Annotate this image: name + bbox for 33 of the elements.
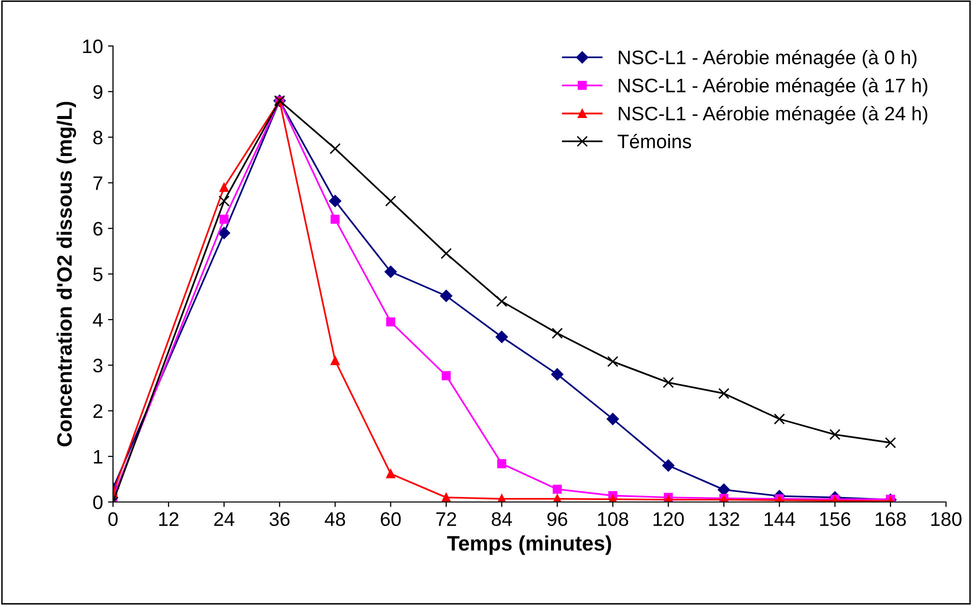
y-tick-label: 7 — [93, 176, 102, 190]
y-tick-label: 10 — [83, 39, 103, 54]
x-tick-label: 180 — [931, 512, 962, 526]
y-tick-label: 0 — [93, 495, 103, 510]
y-tick-label: 9 — [93, 85, 102, 99]
legend-label: NSC-L1 - Aérobie ménagée (à 24 h) — [618, 106, 928, 124]
x-tick-label: 132 — [709, 512, 740, 526]
x-tick-label: 36 — [270, 512, 290, 526]
y-tick-label: 3 — [93, 358, 102, 372]
x-tick-label: 60 — [380, 512, 401, 526]
legend-label: NSC-L1 - Aérobie ménagée (à 17 h) — [618, 78, 928, 96]
x-tick-label: 84 — [492, 512, 512, 526]
x-tick-label: 72 — [436, 512, 456, 526]
legend-label: Témoins — [618, 134, 692, 148]
x-axis-title: Temps (minutes) — [447, 535, 612, 555]
x-tick-label: 96 — [547, 512, 568, 526]
y-tick-label: 8 — [93, 130, 102, 144]
x-tick-label: 108 — [598, 512, 628, 526]
x-tick-label: 24 — [214, 512, 234, 526]
y-tick-label: 1 — [94, 450, 102, 464]
legend-label: NSC-L1 - Aérobie ménagée (à 0 h) — [618, 50, 916, 68]
y-tick-label: 4 — [92, 313, 103, 327]
x-tick-label: 48 — [324, 512, 346, 526]
x-tick-label: 144 — [764, 512, 796, 526]
x-tick-label: 156 — [820, 512, 850, 526]
y-tick-label: 5 — [93, 268, 102, 282]
y-tick-label: 2 — [93, 404, 102, 418]
x-tick-label: 12 — [159, 512, 178, 526]
y-tick-label: 6 — [93, 222, 102, 236]
y-axis-title: Concentration d'O2 dissous (mg/L) — [56, 102, 76, 446]
x-tick-label: 120 — [654, 512, 684, 526]
x-tick-label: 0 — [108, 512, 118, 526]
x-tick-label: 168 — [876, 512, 906, 526]
